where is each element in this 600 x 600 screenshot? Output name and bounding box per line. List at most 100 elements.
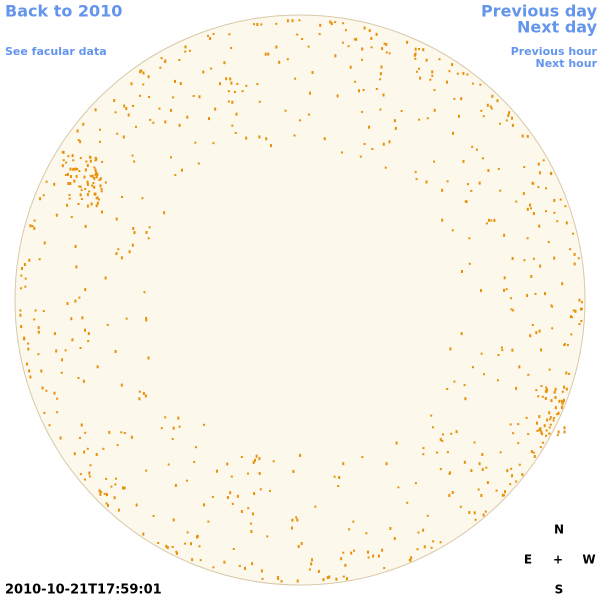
facula <box>230 475 233 478</box>
facula <box>489 105 492 108</box>
facula <box>29 375 32 379</box>
facula <box>431 74 434 77</box>
facula <box>527 373 530 376</box>
facula <box>152 514 155 517</box>
facula <box>297 545 300 548</box>
facula <box>212 142 215 145</box>
facula <box>359 155 362 158</box>
facula <box>295 516 298 519</box>
facula <box>23 336 26 340</box>
facula <box>31 225 34 228</box>
facula <box>505 119 508 122</box>
facula <box>441 188 444 192</box>
facula <box>267 52 270 56</box>
facula <box>314 505 317 508</box>
facula <box>432 540 435 543</box>
facula <box>352 520 355 523</box>
facula <box>372 554 375 558</box>
facula <box>460 97 463 101</box>
previous-hour-link[interactable]: Previous hour <box>511 45 598 58</box>
facula <box>86 164 89 167</box>
facula <box>368 125 370 129</box>
facula <box>157 542 160 544</box>
facula <box>130 435 133 439</box>
facula <box>471 82 474 85</box>
facula <box>53 182 56 186</box>
facula <box>415 178 418 181</box>
facula <box>480 289 482 293</box>
timestamp: 2010-10-21T17:59:01 <box>5 583 162 598</box>
previous-day-link[interactable]: Previous day <box>481 2 598 21</box>
facula <box>296 33 299 36</box>
facula <box>293 134 296 137</box>
facula <box>184 45 187 49</box>
facula <box>228 33 231 36</box>
facula <box>278 60 281 64</box>
facula <box>94 168 97 172</box>
facula <box>453 97 456 100</box>
facula <box>100 190 103 193</box>
facula <box>87 332 90 335</box>
facula <box>258 457 261 461</box>
facula <box>19 313 22 317</box>
facula <box>86 204 89 208</box>
facula <box>485 222 488 225</box>
facula <box>414 52 417 56</box>
facula <box>79 157 82 160</box>
facula <box>449 347 452 351</box>
facula <box>441 439 444 442</box>
facula <box>501 493 504 497</box>
facula <box>81 316 84 320</box>
facula <box>277 575 280 578</box>
facula <box>379 78 382 81</box>
facula <box>71 338 74 342</box>
facula <box>481 468 484 471</box>
facula <box>541 395 544 398</box>
facula <box>535 389 538 392</box>
back-link[interactable]: Back to 2010 <box>5 2 122 21</box>
facula <box>123 432 126 434</box>
facula <box>552 419 555 422</box>
next-hour-link[interactable]: Next hour <box>536 57 598 70</box>
facula <box>147 356 150 360</box>
facula <box>480 352 483 355</box>
facula <box>105 502 108 505</box>
facula <box>361 456 364 459</box>
facula <box>138 397 141 401</box>
facula <box>335 577 338 581</box>
facula <box>251 562 254 566</box>
facula <box>529 334 532 338</box>
facula <box>199 559 202 562</box>
facula <box>363 26 366 30</box>
facula <box>120 383 123 387</box>
facula <box>42 310 45 313</box>
facula <box>99 492 102 496</box>
facula <box>333 475 336 478</box>
facula <box>123 104 126 108</box>
facula <box>463 384 466 387</box>
facula <box>384 166 387 169</box>
facula <box>557 411 560 415</box>
facula <box>480 494 483 497</box>
facula <box>563 398 565 402</box>
facula <box>365 532 368 535</box>
facula <box>275 22 278 25</box>
facula <box>98 489 101 493</box>
facula <box>518 365 521 369</box>
facula <box>439 437 442 441</box>
facula <box>55 213 58 217</box>
facular-link[interactable]: See facular data <box>5 45 107 58</box>
facula <box>474 518 477 521</box>
facula <box>298 19 301 22</box>
facula <box>284 109 287 112</box>
facula <box>207 34 209 37</box>
facula <box>145 469 148 472</box>
facula <box>542 159 545 162</box>
next-day-link[interactable]: Next day <box>517 18 598 37</box>
facula <box>227 90 230 93</box>
facula <box>67 155 70 158</box>
facula <box>561 282 564 286</box>
facula <box>245 84 248 87</box>
facula <box>95 453 98 456</box>
facula <box>77 203 80 205</box>
